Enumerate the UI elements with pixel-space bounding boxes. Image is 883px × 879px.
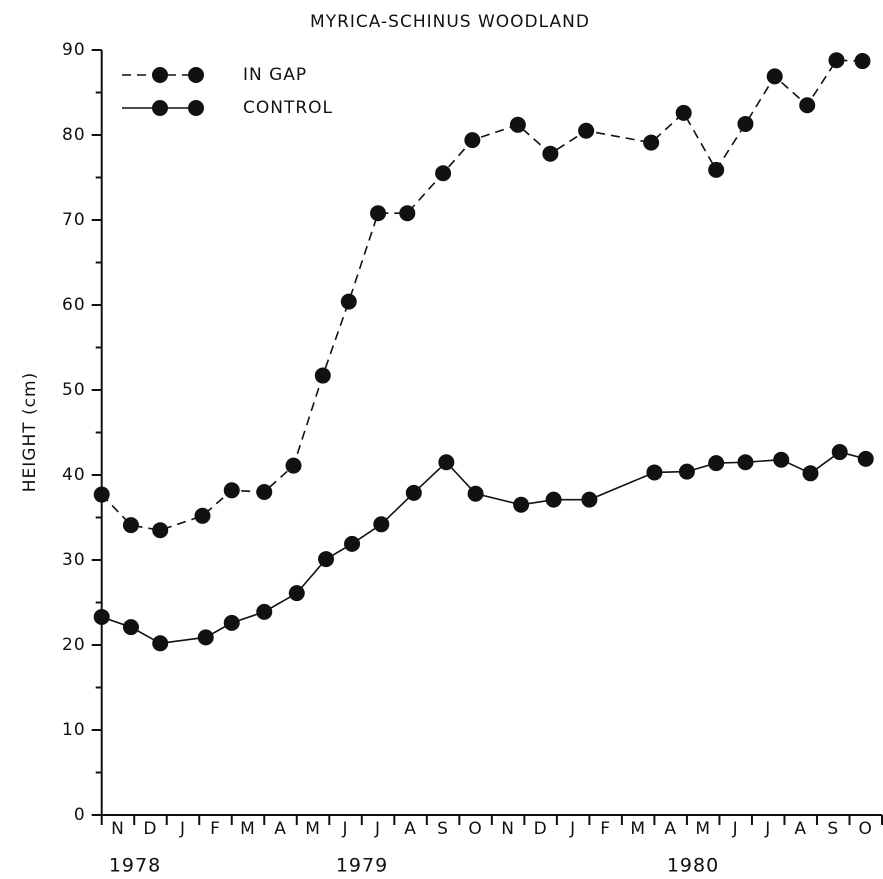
x-tick-label: S [437,819,449,839]
x-tick-label: A [274,819,287,839]
x-tick-label: F [600,819,611,839]
x-tick-label: J [179,819,186,839]
series-point [93,486,110,503]
series-point [93,608,110,625]
x-tick-label: M [305,819,321,839]
x-tick-label: J [569,819,576,839]
series-point [399,205,416,222]
series-point [802,465,819,482]
x-tick-label: J [374,819,381,839]
series-line [101,59,863,532]
series-point [581,491,598,508]
y-tick-label: 30 [62,550,86,570]
series-point [857,450,874,467]
x-tick-label: A [664,819,677,839]
series-point [122,619,139,636]
y-tick-label: 80 [62,125,86,145]
series-point [545,491,562,508]
series-point [854,53,871,70]
series-point [223,482,240,499]
legend-marker [188,100,204,116]
series-point [542,145,559,162]
series-point [737,454,754,471]
series-point [438,454,455,471]
series-point [828,52,845,69]
legend-marker [152,67,168,83]
x-tick-label: A [794,819,807,839]
series-point [737,115,754,132]
x-tick-label: S [827,819,839,839]
year-label: 1980 [667,855,719,877]
series-point [285,457,302,474]
series-point [773,451,790,468]
x-tick-label: J [342,819,349,839]
y-tick-label: 0 [74,805,86,825]
series-point [513,496,530,513]
y-tick-label: 40 [62,465,86,485]
legend-marker [152,100,168,116]
series-point [509,116,526,133]
chart-title: MYRICA-SCHINUS WOODLAND [310,12,590,32]
series-point [340,293,357,310]
series-point [643,134,660,151]
x-tick-label: N [111,819,125,839]
x-tick-label: M [240,819,256,839]
series-point [831,444,848,461]
series-point [708,161,725,178]
x-tick-label: M [695,819,711,839]
series-point [467,485,484,502]
series-point [646,464,663,481]
y-tick-label: 60 [62,295,86,315]
y-axis-label: HEIGHT (cm) [20,372,40,492]
series-point [370,205,387,222]
series-point [256,484,273,500]
series-point [405,484,422,501]
series-point [223,614,240,631]
series-point [122,517,139,534]
year-label: 1979 [336,855,388,877]
series-point [344,535,361,552]
series-point [288,585,305,602]
series-point [197,629,214,646]
x-tick-label: D [534,819,548,839]
series-point [194,507,211,524]
series-point [766,68,783,85]
series-point [152,635,169,652]
y-tick-label: 10 [62,720,86,740]
x-tick-label: M [630,819,646,839]
y-tick-label: 50 [62,380,86,400]
x-tick-label: O [468,819,482,839]
series-point [256,603,273,620]
series-point [464,132,481,149]
x-tick-label: N [501,819,515,839]
y-tick-label: 70 [62,210,86,230]
x-tick-label: O [859,819,873,839]
series-point [708,455,725,472]
series-point [675,104,692,121]
legend-marker [188,67,204,83]
x-tick-label: D [143,819,157,839]
x-tick-label: A [404,819,417,839]
series-point [318,551,335,568]
series-point [314,367,331,384]
x-tick-label: J [764,819,771,839]
legend-label: CONTROL [243,98,333,118]
y-tick-label: 90 [62,40,86,60]
series-point [578,122,595,139]
series-point [435,165,452,182]
y-tick-label: 20 [62,635,86,655]
year-label: 1978 [109,855,161,877]
series-point [373,516,390,533]
series-line [101,451,866,645]
x-tick-label: F [210,819,221,839]
series-point [678,463,695,480]
series-point [799,97,816,114]
x-tick-label: J [732,819,739,839]
legend-label: IN GAP [243,65,307,85]
series-point [152,522,169,539]
